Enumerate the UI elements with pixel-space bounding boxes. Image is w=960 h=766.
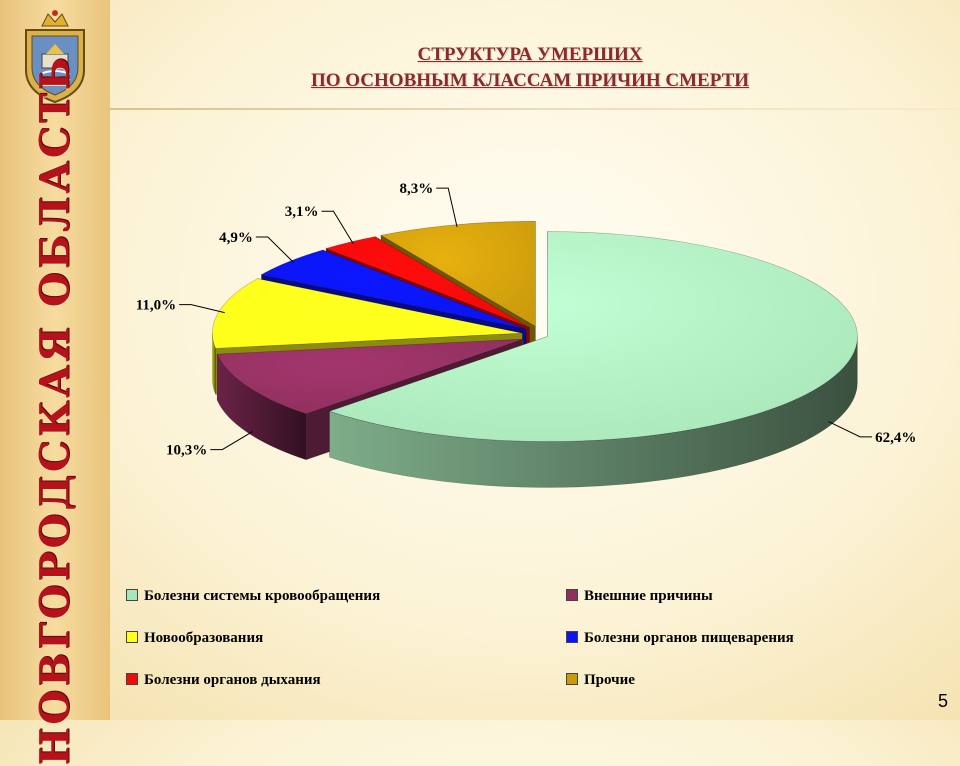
pie-labels: 62,4% 10,3% 11,0% 4,9% 3,1% 8,3% [136, 181, 917, 458]
legend-item-1: Внешние причины [566, 586, 713, 606]
legend-swatch [566, 631, 578, 643]
legend-label: Болезни системы кровообращения [144, 588, 381, 604]
chart-legend: Болезни системы кровообращения Внешние пр… [126, 586, 906, 706]
leader-line-4 [321, 210, 354, 245]
data-label-2: 11,0% [136, 298, 176, 314]
data-label-4: 3,1% [285, 204, 319, 220]
legend-swatch [566, 589, 578, 601]
data-label-3: 4,9% [219, 230, 253, 246]
legend-label: Внешние причины [584, 588, 713, 604]
sidebar-band: НОВГОРОДСКАЯ ОБЛАСТЬ [0, 0, 110, 765]
legend-label: Прочие [584, 672, 635, 688]
data-label-1: 10,3% [166, 443, 207, 459]
data-label-0: 62,4% [875, 430, 916, 446]
pie-tops [212, 221, 858, 442]
leader-line-1 [210, 431, 254, 451]
pie-slice-2 [212, 278, 523, 349]
pie-slice-4 [325, 236, 530, 328]
leader-line-5 [436, 187, 458, 227]
legend-label: Болезни органов пищеварения [584, 630, 794, 646]
legend-swatch [126, 673, 138, 685]
legend-item-4: Болезни органов дыхания [126, 670, 321, 690]
legend-item-5: Прочие [566, 670, 635, 690]
legend-label: Новообразования [144, 630, 264, 646]
legend-swatch [126, 631, 138, 643]
slide-number: 5 [937, 691, 948, 711]
leader-line-3 [255, 236, 295, 264]
legend-item-3: Болезни органов пищеварения [566, 628, 794, 648]
pie-slice-3 [260, 249, 527, 330]
data-label-5: 8,3% [399, 181, 433, 197]
leader-line-2 [179, 304, 225, 314]
legend-swatch [566, 673, 578, 685]
pie-chart: 62,4% 10,3% 11,0% 4,9% 3,1% 8,3% [136, 181, 917, 488]
legend-label: Болезни органов дыхания [144, 672, 321, 688]
title-line-1: СТРУКТУРА УМЕРШИХ [417, 44, 643, 65]
pie-slice-0 [328, 231, 858, 442]
legend-swatch [126, 589, 138, 601]
leader-line-0 [828, 421, 873, 438]
legend-item-0: Болезни системы кровообращения [126, 586, 380, 606]
coat-of-arms-icon [25, 10, 85, 104]
title-line-2: ПО ОСНОВНЫМ КЛАССАМ ПРИЧИН СМЕРТИ [310, 70, 750, 91]
pie-slice-5 [380, 221, 536, 327]
pie-slice-1 [216, 338, 525, 415]
header-divider [110, 108, 960, 110]
legend-item-2: Новообразования [126, 628, 263, 648]
slide-title: СТРУКТУРА УМЕРШИХ ПО ОСНОВНЫМ КЛАССАМ ПР… [200, 42, 860, 94]
